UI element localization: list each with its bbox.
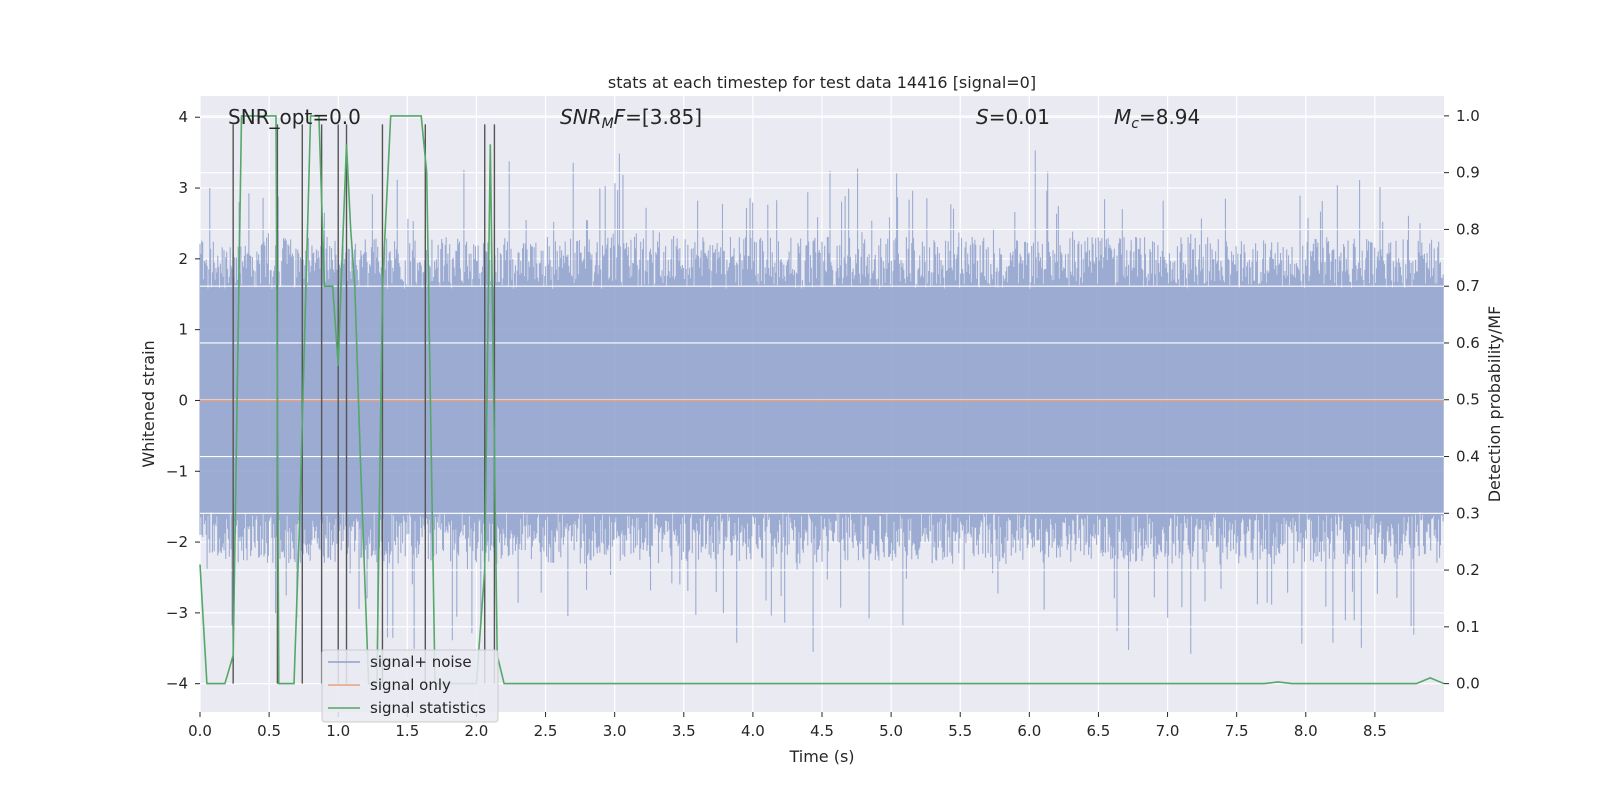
left-tick-label: 3 — [178, 179, 188, 197]
right-tick-label: 0.0 — [1456, 675, 1480, 693]
x-tick-label: 8.0 — [1294, 722, 1318, 740]
x-tick-label: 0.5 — [257, 722, 281, 740]
right-tick-label: 0.8 — [1456, 220, 1480, 238]
x-axis-ticks: 0.0 0.5 1.0 1.5 2.0 2.5 3.0 3.5 4.0 4.5 5.0 5.5 6.0 6… — [188, 712, 1387, 740]
x-tick-label: 7.0 — [1156, 722, 1180, 740]
chart-title: stats at each timestep for test data 144… — [608, 73, 1036, 92]
right-tick-label: 0.6 — [1456, 334, 1480, 352]
mc-sub: c — [1131, 116, 1139, 132]
mc-italic: M — [1114, 105, 1131, 129]
snr-mf-value: =[3.85] — [625, 105, 702, 129]
right-tick-label: 0.2 — [1456, 561, 1480, 579]
left-tick-label: 4 — [178, 108, 188, 126]
snr-opt-annotation: SNR_opt=0.0 — [228, 105, 361, 129]
x-tick-label: 3.5 — [672, 722, 696, 740]
x-tick-label: 2.0 — [465, 722, 489, 740]
x-tick-label: 7.5 — [1225, 722, 1249, 740]
snr-mf-sub: M — [602, 116, 614, 132]
left-tick-label: −1 — [166, 462, 188, 480]
s-value: =0.01 — [989, 105, 1050, 129]
snr-mf-prefix: SNR — [560, 105, 602, 129]
left-tick-label: −4 — [166, 675, 188, 693]
snr-mf-italic: F — [614, 105, 626, 129]
legend-label-statistics: signal statistics — [370, 699, 486, 717]
x-tick-label: 6.5 — [1087, 722, 1111, 740]
left-tick-label: −3 — [166, 604, 188, 622]
right-axis-ticks: 0.0 0.1 0.2 0.3 0.4 0.5 0.6 0.7 0.8 0.9 1.0 — [1444, 107, 1480, 693]
s-italic: S — [976, 105, 989, 129]
x-tick-label: 5.5 — [948, 722, 972, 740]
s-annotation: S=0.01 — [976, 105, 1050, 129]
right-tick-label: 0.1 — [1456, 618, 1480, 636]
left-axis-ticks: −4 −3 −2 −1 0 1 2 3 4 — [166, 108, 200, 693]
left-tick-label: 2 — [178, 250, 188, 268]
mc-annotation: Mc=8.94 — [1114, 105, 1200, 132]
x-tick-label: 0.0 — [188, 722, 212, 740]
right-axis-label: Detection probability/MF — [1485, 306, 1504, 503]
x-tick-label: 1.5 — [395, 722, 419, 740]
left-tick-label: 1 — [178, 321, 188, 339]
left-axis-label: Whitened strain — [139, 340, 158, 467]
x-tick-label: 2.5 — [534, 722, 558, 740]
legend-label-noise: signal+ noise — [370, 653, 472, 671]
signal-statistics-line — [199, 115, 1445, 685]
right-tick-label: 0.4 — [1456, 448, 1480, 466]
right-tick-label: 0.3 — [1456, 504, 1480, 522]
mc-value: =8.94 — [1139, 105, 1200, 129]
left-tick-label: 0 — [178, 391, 188, 409]
x-tick-label: 6.0 — [1017, 722, 1041, 740]
x-tick-label: 4.0 — [741, 722, 765, 740]
right-tick-label: 1.0 — [1456, 107, 1480, 125]
right-tick-label: 0.5 — [1456, 391, 1480, 409]
snr-mf-annotation: SNRMF=[3.85] — [560, 105, 702, 132]
x-axis-label: Time (s) — [788, 747, 854, 766]
x-tick-label: 1.0 — [326, 722, 350, 740]
x-tick-label: 5.0 — [879, 722, 903, 740]
legend-label-signal-only: signal only — [370, 676, 451, 694]
left-tick-label: −2 — [166, 533, 188, 551]
x-tick-label: 3.0 — [603, 722, 627, 740]
x-tick-label: 4.5 — [810, 722, 834, 740]
legend: signal+ noise signal only signal statist… — [321, 649, 499, 723]
x-tick-label: 8.5 — [1363, 722, 1387, 740]
legend-box — [321, 649, 499, 723]
right-tick-label: 0.9 — [1456, 164, 1480, 182]
right-tick-label: 0.7 — [1456, 277, 1480, 295]
